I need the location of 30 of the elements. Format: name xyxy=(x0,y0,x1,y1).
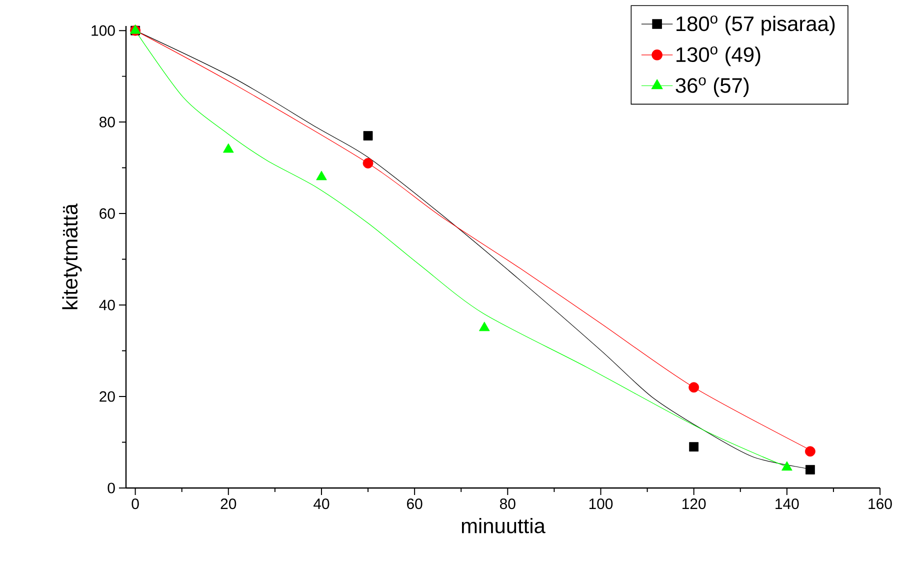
y-tick-label: 60 xyxy=(100,208,115,219)
legend-label: 180$^{o}$ (57 pisaraa) xyxy=(676,16,835,36)
point xyxy=(363,131,373,140)
y-tick-label: 20 xyxy=(100,391,115,402)
legend-label: 36$^{o}$ (57) xyxy=(676,77,749,98)
y-tick-label: 40 xyxy=(99,300,115,310)
x-tick-label: 140 xyxy=(776,498,799,510)
y-tick-label: 100 xyxy=(92,25,115,36)
point xyxy=(478,322,490,332)
point xyxy=(316,170,327,180)
x-axis-title: minuuttia xyxy=(462,518,546,534)
point xyxy=(804,446,816,457)
x-tick-label: 120 xyxy=(682,498,706,510)
point xyxy=(782,461,792,471)
point xyxy=(689,442,699,452)
x-tick-label: 100 xyxy=(589,498,613,510)
x-tick-label: 60 xyxy=(407,498,422,510)
point xyxy=(223,143,234,153)
x-tick-label: 20 xyxy=(220,498,236,510)
x-tick-label: 0 xyxy=(132,498,139,510)
x-tick-label: 40 xyxy=(314,498,330,510)
y-tick-label: 80 xyxy=(100,116,115,128)
y-axis-title: kitetytmättä xyxy=(62,204,82,310)
legend-label: 130$^{o}$ (49) xyxy=(676,46,760,66)
point xyxy=(362,158,374,168)
x-tick-label: 80 xyxy=(500,498,516,510)
point xyxy=(805,465,815,474)
point xyxy=(688,382,700,393)
y-tick-label: 0 xyxy=(108,482,115,494)
x-tick-label: 160 xyxy=(868,498,892,510)
